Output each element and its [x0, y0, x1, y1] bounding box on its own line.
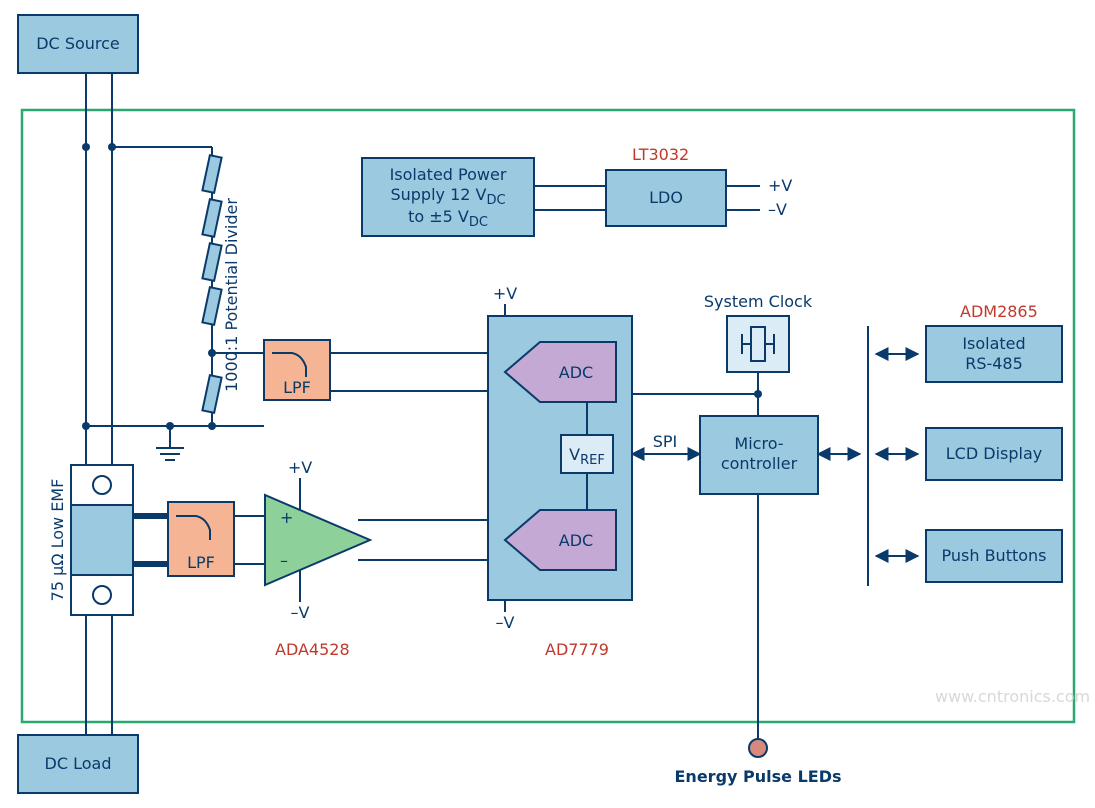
- ldo-mv: –V: [768, 200, 787, 219]
- pot-divider-label: 1000:1 Potential Divider: [222, 198, 241, 392]
- energy-led: [749, 739, 767, 757]
- amp-pv: +V: [288, 458, 312, 477]
- ldo-pv: +V: [768, 176, 792, 195]
- spi-label: SPI: [653, 432, 678, 451]
- amp-minus: –: [280, 551, 288, 570]
- shunt: [71, 465, 133, 615]
- vref-sub: REF: [580, 453, 605, 468]
- iso-power-l1: Isolated Power: [390, 165, 507, 184]
- iso-power-l2: Supply 12 V: [390, 185, 486, 204]
- micro-l2: controller: [721, 454, 798, 473]
- dc-load-label: DC Load: [45, 754, 112, 773]
- micro-l1: Micro-: [734, 434, 783, 453]
- amp-mv: –V: [291, 603, 310, 622]
- adm2865-label: ADM2865: [960, 302, 1038, 321]
- push-label: Push Buttons: [942, 546, 1047, 565]
- adc2-label: ADC: [559, 531, 593, 550]
- system-clock-label: System Clock: [704, 292, 813, 311]
- iso-power-l3: to ±5 V: [408, 207, 469, 226]
- adc1-label: ADC: [559, 363, 593, 382]
- vref-label: V: [569, 445, 580, 464]
- rs485-l2: RS-485: [965, 354, 1023, 373]
- ad7779-mv: –V: [496, 613, 515, 632]
- ad7779-pv: +V: [493, 284, 517, 303]
- ada4528-label: ADA4528: [275, 640, 350, 659]
- watermark: www.cntronics.com: [935, 687, 1090, 706]
- shunt-label: 75 µΩ Low EMF: [48, 479, 67, 602]
- lt3032-label: LT3032: [632, 145, 689, 164]
- ldo-label: LDO: [649, 188, 683, 207]
- energy-led-label: Energy Pulse LEDs: [675, 767, 842, 786]
- amp-plus: +: [280, 508, 293, 527]
- ground-icon: [156, 422, 184, 460]
- dc-source-label: DC Source: [36, 34, 120, 53]
- lcd-label: LCD Display: [946, 444, 1042, 463]
- iso-power-l2sub: DC: [486, 193, 505, 208]
- lpf2-label: LPF: [187, 553, 215, 572]
- iso-power-l3sub: DC: [469, 215, 488, 230]
- system-clock-block: [727, 316, 789, 372]
- rs485-l1: Isolated: [962, 334, 1025, 353]
- ad7779-label: AD7779: [545, 640, 609, 659]
- lpf1-label: LPF: [283, 378, 311, 397]
